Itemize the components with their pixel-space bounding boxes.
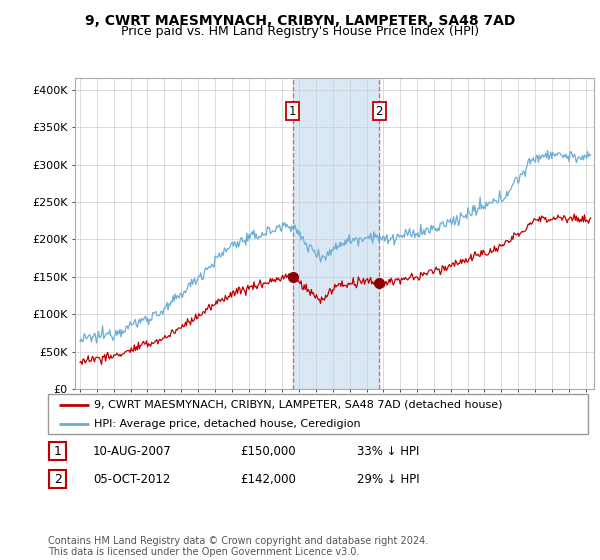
Bar: [293, 78, 379, 389]
Text: 1: 1: [289, 105, 296, 118]
Text: 05-OCT-2012: 05-OCT-2012: [93, 473, 170, 486]
Text: 33% ↓ HPI: 33% ↓ HPI: [357, 445, 419, 458]
Text: HPI: Average price, detached house, Ceredigion: HPI: Average price, detached house, Cere…: [94, 418, 361, 428]
Text: £142,000: £142,000: [240, 473, 296, 486]
Text: 1: 1: [53, 445, 62, 458]
Bar: [49, 442, 66, 460]
Text: 10-AUG-2007: 10-AUG-2007: [93, 445, 172, 458]
Text: Price paid vs. HM Land Registry's House Price Index (HPI): Price paid vs. HM Land Registry's House …: [121, 25, 479, 38]
Text: Contains HM Land Registry data © Crown copyright and database right 2024.
This d: Contains HM Land Registry data © Crown c…: [48, 535, 428, 557]
Text: 2: 2: [376, 105, 383, 118]
Text: 9, CWRT MAESMYNACH, CRIBYN, LAMPETER, SA48 7AD (detached house): 9, CWRT MAESMYNACH, CRIBYN, LAMPETER, SA…: [94, 400, 502, 409]
Text: 9, CWRT MAESMYNACH, CRIBYN, LAMPETER, SA48 7AD: 9, CWRT MAESMYNACH, CRIBYN, LAMPETER, SA…: [85, 14, 515, 28]
Text: 2: 2: [53, 473, 62, 486]
Text: 29% ↓ HPI: 29% ↓ HPI: [357, 473, 419, 486]
Text: £150,000: £150,000: [240, 445, 296, 458]
Bar: [49, 470, 66, 488]
